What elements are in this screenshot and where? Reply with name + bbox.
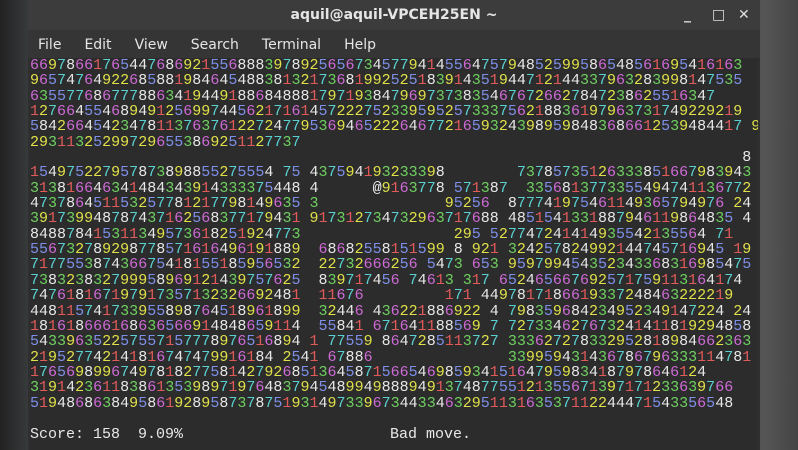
- grid-row: 313816646341484343914333375448 4 @916377…: [30, 180, 752, 197]
- menu-item[interactable]: Edit: [84, 37, 112, 53]
- grid-row: 154975227957873898855275554 75 437594193…: [30, 165, 752, 181]
- grid-row: 448115741733955898764518961899 32446 436…: [30, 303, 752, 319]
- menu-item[interactable]: File: [38, 37, 62, 53]
- menu-bar: File Edit View Search Terminal Help: [28, 30, 760, 58]
- grid-row: 556732789298778571616496191889 686825581…: [30, 242, 752, 258]
- grid-row: 3191423611838613539897197648379454899498…: [30, 380, 734, 396]
- menu-item[interactable]: View: [134, 37, 168, 53]
- grid-row: 747618167197917357132326692481 11676 171…: [30, 288, 734, 304]
- menu-item[interactable]: Search: [190, 37, 239, 53]
- grid-row: 473786451153257781217798149635 3 95256 8…: [30, 196, 752, 212]
- window-title: aquil@aquil-VPCEH25EN ~: [290, 7, 498, 23]
- menu-item[interactable]: Help: [344, 37, 376, 53]
- game-grid: 6697866176544768692155688839789256567345…: [30, 58, 758, 411]
- title-bar: aquil@aquil-VPCEH25EN ~ _ □ ✕: [28, 0, 760, 30]
- grid-row: 391739948787437162568377179431 917312734…: [30, 211, 752, 227]
- grid-row: 1276645546894912569974456217161457222752…: [30, 104, 743, 120]
- grid-row: 6697866176544768692155688839789256567345…: [30, 58, 743, 74]
- grid-row: 848878415311349573618251924773 295 52774…: [30, 226, 734, 243]
- close-button[interactable]: ✕: [738, 7, 750, 23]
- status-message: Bad move.: [390, 426, 472, 443]
- maximize-button[interactable]: □: [712, 7, 726, 23]
- grid-row: 5842664542347811376376122724779536946522…: [30, 119, 758, 135]
- grid-row: 738323832799958969121439757625 839717456…: [30, 272, 743, 289]
- grid-row: 543396352257557157778976516894 1 77559 8…: [30, 334, 752, 350]
- terminal-window: aquil@aquil-VPCEH25EN ~ _ □ ✕ File Edit Vi…: [28, 0, 760, 450]
- grid-row: 181618666168636566914848659114 55841 671…: [30, 318, 752, 335]
- terminal: 6697866176544768692155688839789256567345…: [30, 58, 758, 450]
- grid-row: 9657476492268588198464548838132173681992…: [30, 73, 743, 89]
- minimize-button[interactable]: _: [684, 7, 691, 23]
- grid-row: 293113252997296553869251127737: [30, 134, 301, 151]
- grid-row: 219527742141816747479916184 2541 67886 3…: [30, 349, 752, 365]
- grid-row: 717755387436675418155185956532 227326662…: [30, 257, 752, 273]
- menu-item[interactable]: Terminal: [261, 37, 322, 53]
- grid-row: 1765698996749781827758142792685136458715…: [30, 364, 707, 381]
- grid-row: 6355776867778863419449188684888179719384…: [30, 88, 716, 105]
- score: Score: 158 9.09%: [30, 426, 184, 443]
- grid-row: 5194868638495861928958737875193149733967…: [30, 395, 734, 411]
- grid-row: 8: [742, 150, 752, 166]
